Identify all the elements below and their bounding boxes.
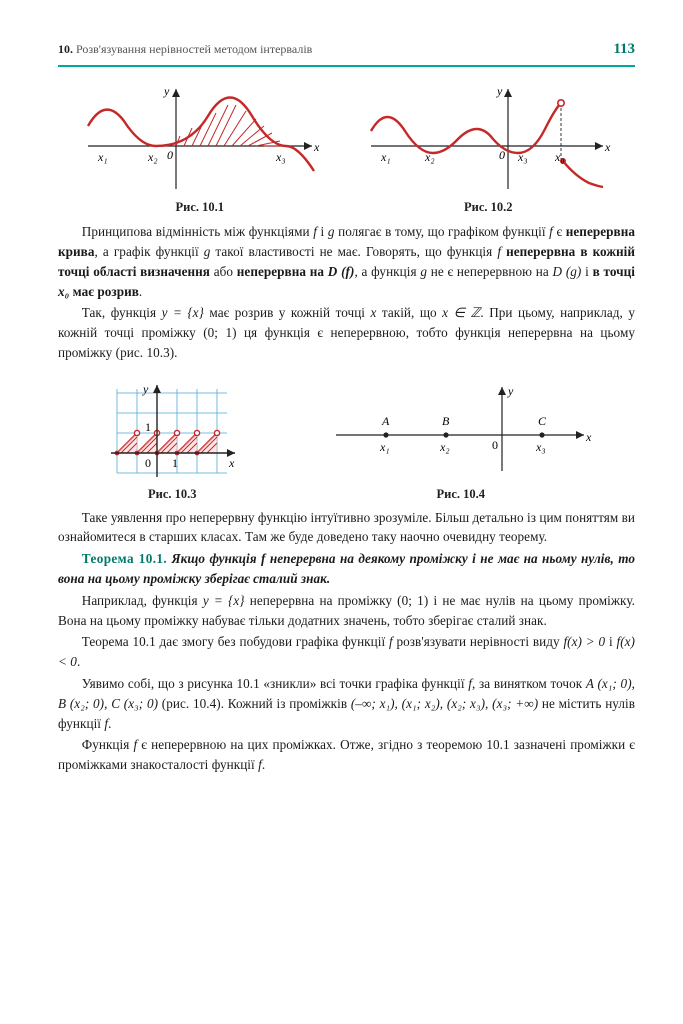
svg-text:y: y xyxy=(142,382,149,396)
svg-text:B: B xyxy=(442,414,450,428)
page-header: 10. Розв'язування нерівностей методом ін… xyxy=(58,38,635,61)
header-rule xyxy=(58,65,635,67)
textbook-page: 10. Розв'язування нерівностей методом ін… xyxy=(0,0,683,1024)
svg-text:0: 0 xyxy=(492,438,498,452)
svg-text:x: x xyxy=(313,140,320,154)
section-title: 10. Розв'язування нерівностей методом ін… xyxy=(58,40,312,58)
svg-text:x: x xyxy=(585,430,592,444)
figure-10-2: x y 0 x₁ x₂ x₃ x₀ Рис. 10.2 xyxy=(363,81,613,217)
theorem-10-1: Теорема 10.1. Якщо функція f неперервна … xyxy=(58,549,635,589)
graph-10-4: y x 0 A B C x₁ x₂ x₃ xyxy=(326,373,596,483)
svg-text:C: C xyxy=(538,414,547,428)
para-6: Уявимо собі, що з рисунка 10.1 «зникли» … xyxy=(58,674,635,733)
svg-text:x₀: x₀ xyxy=(554,150,565,164)
fig-caption-10-3: Рис. 10.3 xyxy=(97,485,247,504)
para-5: Теорема 10.1 дає змогу без побудови граф… xyxy=(58,632,635,672)
graph-10-3: 0 1 1 y x xyxy=(97,373,247,483)
para-1: Принципова відмінність між функціями f і… xyxy=(58,222,635,301)
figure-10-4: y x 0 A B C x₁ x₂ x₃ Рис. 10.4 xyxy=(326,373,596,504)
svg-text:x₁: x₁ xyxy=(379,440,390,454)
figures-row-top: x y 0 x₁ x₂ x₃ Рис xyxy=(58,81,635,217)
figures-row-mid: 0 1 1 y x Рис. 10.3 y x 0 xyxy=(58,373,635,504)
para-7: Функція f є неперервною на цих проміжках… xyxy=(58,735,635,775)
para-2: Так, функція y = {x} має розрив у кожній… xyxy=(58,303,635,362)
svg-text:x₂: x₂ xyxy=(439,440,450,454)
svg-text:x₂: x₂ xyxy=(147,150,158,164)
figure-10-1: x y 0 x₁ x₂ x₃ Рис xyxy=(80,81,320,217)
svg-text:1: 1 xyxy=(172,456,178,470)
graph-10-2: x y 0 x₁ x₂ x₃ x₀ xyxy=(363,81,613,196)
svg-text:A: A xyxy=(381,414,390,428)
fig-caption-10-4: Рис. 10.4 xyxy=(326,485,596,504)
page-number: 113 xyxy=(613,38,635,61)
svg-text:x₁: x₁ xyxy=(97,150,108,164)
svg-text:x: x xyxy=(228,456,235,470)
svg-text:0: 0 xyxy=(145,456,151,470)
svg-text:0: 0 xyxy=(167,148,173,162)
svg-text:x₁: x₁ xyxy=(380,150,391,164)
svg-text:x₃: x₃ xyxy=(275,150,286,164)
graph-10-1: x y 0 x₁ x₂ x₃ xyxy=(80,81,320,196)
svg-text:x₃: x₃ xyxy=(517,150,528,164)
svg-text:y: y xyxy=(163,84,170,98)
figure-10-3: 0 1 1 y x Рис. 10.3 xyxy=(97,373,247,504)
fig-caption-10-1: Рис. 10.1 xyxy=(80,198,320,217)
fig-caption-10-2: Рис. 10.2 xyxy=(363,198,613,217)
svg-text:y: y xyxy=(507,384,514,398)
para-3: Таке уявлення про неперервну функцію інт… xyxy=(58,508,635,548)
para-4: Наприклад, функція y = {x} неперервна на… xyxy=(58,591,635,631)
svg-text:x: x xyxy=(604,140,611,154)
svg-text:x₃: x₃ xyxy=(535,440,546,454)
svg-text:x₂: x₂ xyxy=(424,150,435,164)
svg-text:y: y xyxy=(496,84,503,98)
theorem-label: Теорема 10.1. xyxy=(82,551,167,566)
svg-text:1: 1 xyxy=(145,420,151,434)
